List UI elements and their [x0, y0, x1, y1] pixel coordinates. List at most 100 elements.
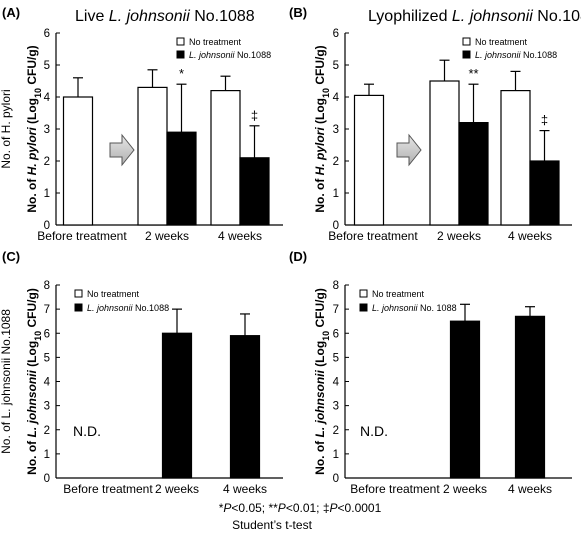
- legend-label: No treatment: [372, 289, 425, 299]
- y-tick-label: 4: [44, 92, 51, 104]
- bar-untreated: [62, 96, 94, 226]
- y-label-species: L. johnsonii: [25, 370, 39, 438]
- footnote-text: <0.05; **: [231, 501, 278, 515]
- y-label-text: No. of: [313, 438, 327, 475]
- legend-swatch: [462, 50, 471, 59]
- x-category-label: 2 weeks: [155, 482, 199, 496]
- y-label-subscript: 10: [321, 88, 331, 98]
- y-tick-label: 6: [333, 28, 339, 40]
- y-tick-label: 1: [44, 449, 50, 461]
- y-tick-label: 8: [333, 280, 339, 292]
- bar-treated: [166, 131, 197, 226]
- x-category-label: 4 weeks: [508, 229, 552, 243]
- footnote: *P<0.05; **P<0.01; ‡P<0.0001 Student’s t…: [219, 501, 382, 532]
- y-label-subscript: 10: [321, 331, 331, 341]
- y-label-unit: (Log: [313, 341, 327, 370]
- x-category-label: 2 weeks: [437, 229, 481, 243]
- y-tick-label: 5: [44, 352, 50, 364]
- bar-treated: [229, 335, 261, 479]
- y-label-unit-end: CFU/g): [25, 288, 39, 331]
- legend-strain: No.1088: [235, 50, 272, 60]
- y-tick-label: 4: [44, 377, 51, 389]
- y-label-text: No. of: [313, 175, 327, 212]
- bar-treated: [529, 160, 560, 226]
- panel-letter: (D): [289, 249, 307, 264]
- y-tick-label: 0: [44, 220, 50, 232]
- y-tick-label: 3: [333, 401, 339, 413]
- panel-title: Live L. johnsonii No.1088: [75, 8, 255, 25]
- legend-label: L. johnsonii No. 1088: [372, 303, 457, 313]
- y-label-species: H. pylori: [313, 127, 327, 176]
- y-label-subscript: 10: [33, 88, 43, 98]
- y-label-unit-end: CFU/g): [25, 45, 39, 88]
- y-tick-label: 5: [44, 60, 50, 72]
- panel-b: (B) Lyophilized L. johnsonii No.1088 0 1 2 3 4…: [289, 5, 581, 243]
- y-axis-label: No. of H. pylori (Log10 CFU/g): [313, 45, 331, 212]
- y-tick-label: 1: [333, 449, 339, 461]
- y-axis-label: No. of L. johnsonii (Log10 CFU/g): [313, 288, 331, 475]
- arrow-icon: [396, 133, 422, 167]
- y-tick-label: 4: [333, 377, 340, 389]
- bar-treated: [239, 157, 270, 226]
- y-axis-label: No. of H. pylori (Log10 CFU/g): [25, 45, 43, 212]
- legend-text: No treatment: [87, 289, 140, 299]
- y-tick-label: 3: [44, 401, 50, 413]
- title-species: L. johnsonii: [452, 8, 533, 25]
- y-label-unit-end: CFU/g): [313, 288, 327, 331]
- legend-strain: No.1088: [521, 50, 558, 60]
- legend-swatch: [74, 303, 83, 312]
- x-category-label: Before treatment: [350, 482, 440, 496]
- y-tick-label: 8: [44, 280, 50, 292]
- legend-swatch: [359, 289, 368, 298]
- y-tick-label: 3: [333, 124, 339, 136]
- x-category-label: Before treatment: [37, 229, 127, 243]
- panel-letter: (C): [2, 249, 20, 264]
- y-tick-label: 2: [333, 156, 339, 168]
- y-label-unit: (Log: [313, 98, 327, 127]
- panel-title: Lyophilized L. johnsonii No.1088: [368, 8, 581, 25]
- title-strain: No.1088: [190, 8, 255, 25]
- title-strain: No.1088: [533, 8, 581, 25]
- x-category-label: Before treatment: [328, 229, 418, 243]
- y-label-text: No. of: [25, 175, 39, 212]
- legend-label: L. johnsonii No.1088: [189, 50, 271, 60]
- legend-label: L. johnsonii No.1088: [475, 50, 557, 60]
- bar-treated: [514, 315, 546, 479]
- arrow-icon: [109, 133, 135, 167]
- y-label-text: No. of: [25, 438, 39, 475]
- y-tick-label: 5: [333, 352, 339, 364]
- p-symbol: P: [223, 501, 231, 515]
- legend-swatch: [359, 303, 368, 312]
- legend-swatch: [74, 289, 83, 298]
- significance-marker: ‡: [251, 108, 258, 123]
- p-symbol: P: [330, 501, 338, 515]
- legend-label: L. johnsonii No.1088: [87, 303, 169, 313]
- y-label-unit: (Log: [25, 98, 39, 127]
- x-category-label: 2 weeks: [145, 229, 189, 243]
- title-text: Lyophilized: [368, 8, 452, 25]
- y-tick-label: 3: [44, 124, 50, 136]
- x-category-label: 2 weeks: [443, 482, 487, 496]
- legend-text: No treatment: [475, 37, 528, 47]
- x-category-label: 4 weeks: [508, 482, 552, 496]
- significance-note: *P<0.05; **P<0.01; ‡P<0.0001: [219, 501, 382, 515]
- y-label-unit-end: CFU/g): [313, 45, 327, 88]
- bar-treated: [458, 121, 489, 226]
- significance-marker: ‡: [541, 113, 548, 128]
- bar-treated: [449, 320, 481, 479]
- legend-species: L. johnsonii: [372, 303, 419, 313]
- title-text: Live: [75, 8, 109, 25]
- y-tick-label: 2: [333, 425, 339, 437]
- legend-strain: No.1088: [133, 303, 170, 313]
- title-species: L. johnsonii: [109, 8, 190, 25]
- p-symbol: P: [278, 501, 286, 515]
- test-note: Student’s t-test: [232, 518, 312, 532]
- legend-species: L. johnsonii: [475, 50, 522, 60]
- y-tick-label: 0: [44, 473, 50, 485]
- legend-species: L. johnsonii: [87, 303, 134, 313]
- not-detected-label: N.D.: [73, 423, 101, 439]
